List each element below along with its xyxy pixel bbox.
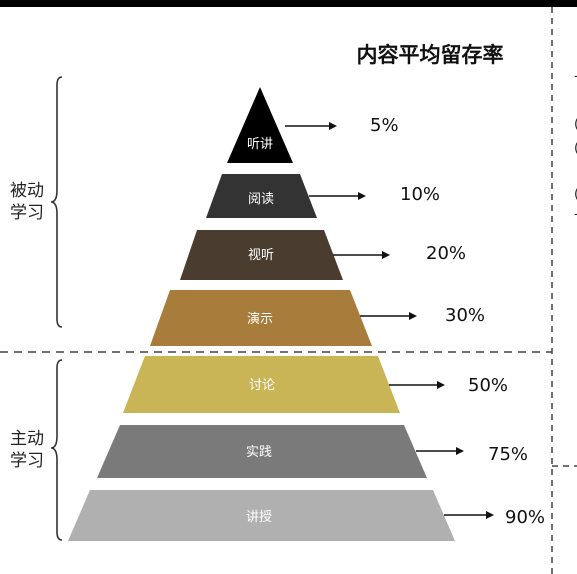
- arrow-head-7: [486, 511, 494, 519]
- layer-label-audiovisual: 视听: [248, 248, 274, 263]
- layer-label-teaching: 讲授: [246, 510, 272, 525]
- percent-audiovisual: 20%: [426, 243, 466, 264]
- arrow-head-2: [358, 192, 366, 200]
- layer-label-discussion: 讨论: [249, 378, 275, 393]
- active-label-line1: 主动: [10, 429, 44, 449]
- top-bar: [0, 0, 577, 7]
- arrow-head-5: [437, 381, 445, 389]
- arrow-head-3: [382, 251, 390, 259]
- arrow-head-1: [329, 122, 337, 130]
- passive-label-line2: 学习: [10, 203, 44, 223]
- percent-practice: 75%: [488, 444, 528, 465]
- active-brace: [51, 360, 62, 540]
- percent-discussion: 50%: [468, 375, 508, 396]
- percent-reading: 10%: [400, 184, 440, 205]
- layer-label-reading: 阅读: [248, 192, 274, 207]
- percent-listening: 5%: [370, 115, 399, 136]
- layer-label-practice: 实践: [246, 445, 272, 460]
- diagram-title: 内容平均留存率: [357, 43, 504, 67]
- percent-teaching: 90%: [505, 507, 545, 528]
- active-label-line2: 学习: [10, 451, 44, 471]
- passive-label-line1: 被动: [10, 181, 44, 201]
- layer-label-listening: 听讲: [247, 137, 273, 152]
- arrow-head-4: [409, 312, 417, 320]
- passive-brace: [51, 77, 62, 327]
- percent-demonstration: 30%: [445, 305, 485, 326]
- layer-label-demonstration: 演示: [247, 311, 273, 327]
- arrow-head-6: [456, 447, 464, 455]
